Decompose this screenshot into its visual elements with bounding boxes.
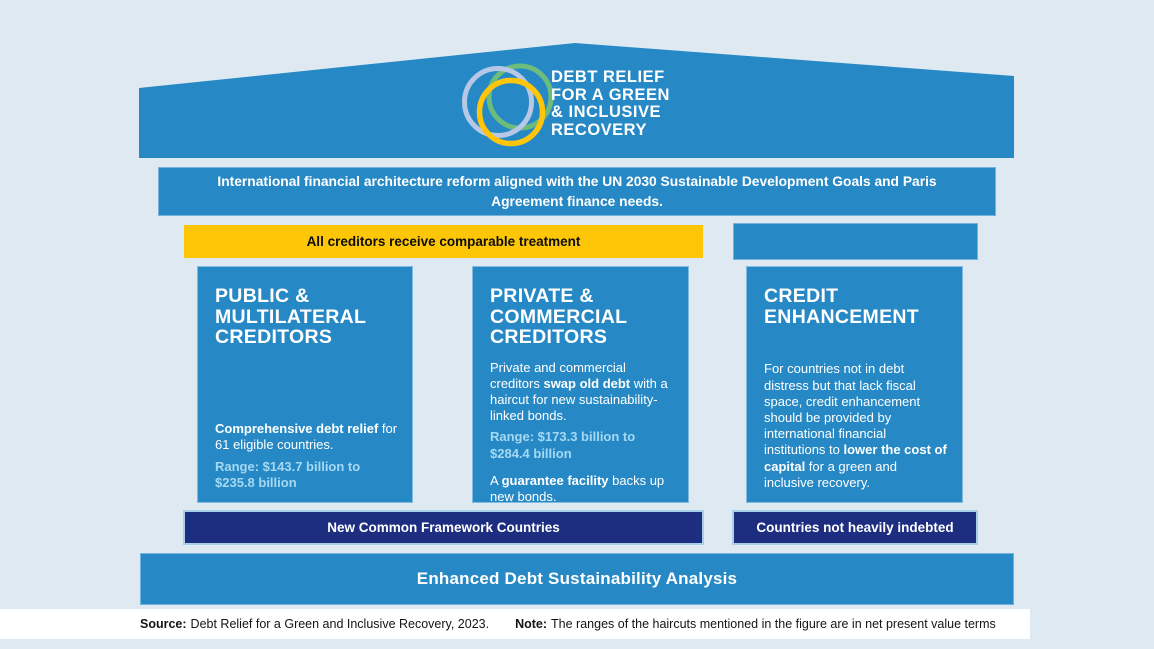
logo-title-line: FOR A GREEN <box>551 85 670 104</box>
body-segment: A <box>490 472 502 488</box>
column-private-commercial-creditors: PRIVATE & COMMERCIAL CREDITORS Private a… <box>472 266 689 541</box>
heading-line: CREDITORS <box>215 326 333 348</box>
body-bold-segment: swap old debt <box>543 375 631 391</box>
range-value: Range: $143.7 billion to $235.8 billion <box>215 458 361 490</box>
roof-pediment <box>139 43 1014 158</box>
column-body-paragraph: Comprehensive debt relief for 61 eligibl… <box>215 421 398 453</box>
source-label: Source: <box>140 617 187 631</box>
column-heading: PUBLIC & MULTILATERAL CREDITORS <box>215 286 398 348</box>
column-heading: CREDIT ENHANCEMENT <box>764 286 948 327</box>
body-bold-segment: Comprehensive debt relief <box>215 421 379 437</box>
note-label: Note: <box>515 617 548 631</box>
reform-banner-text: International financial architecture ref… <box>217 174 937 209</box>
comparable-treatment-label: All creditors receive comparable treatme… <box>306 234 581 249</box>
logo-title: DEBT RELIEF FOR A GREEN & INCLUSIVE RECO… <box>551 68 670 139</box>
column-public-multilateral-creditors: PUBLIC & MULTILATERAL CREDITORS Comprehe… <box>197 266 413 503</box>
not-heavily-indebted-bar: Countries not heavily indebted <box>732 510 978 545</box>
reform-banner: International financial architecture ref… <box>158 167 996 216</box>
body-segment: Private and commercial creditors <box>490 359 626 391</box>
heading-line: CREDIT <box>764 285 839 307</box>
logo-rings-icon <box>462 63 554 147</box>
logo-title-line: RECOVERY <box>551 120 647 139</box>
heading-line: CREDITORS <box>490 326 608 348</box>
body-segment: with a haircut for new sustainability-li… <box>490 375 668 424</box>
column-heading: PRIVATE & COMMERCIAL CREDITORS <box>490 286 674 348</box>
yellow-ring-icon <box>476 77 546 147</box>
column-credit-enhancement: CREDIT ENHANCEMENT For countries not in … <box>746 266 963 503</box>
heading-line: COMMERCIAL <box>490 305 628 328</box>
heading-line: MULTILATERAL <box>215 305 367 328</box>
body-bold-segment: guarantee facility <box>501 472 609 488</box>
footnote-strip: Source: Debt Relief for a Green and Incl… <box>0 609 1030 639</box>
heading-line: ENHANCEMENT <box>764 305 919 328</box>
common-framework-countries-label: New Common Framework Countries <box>327 520 560 535</box>
enhanced-dsa-bar: Enhanced Debt Sustainability Analysis <box>140 553 1014 605</box>
source-text: Debt Relief for a Green and Inclusive Re… <box>190 617 490 631</box>
blue-ring-icon <box>462 66 534 138</box>
column-body-paragraph: Private and commercial creditors swap ol… <box>490 360 674 425</box>
spacer <box>215 348 398 422</box>
body-segment: for a green and inclusive recovery. <box>764 458 897 490</box>
body-segment: for 61 eligible countries. <box>215 421 398 453</box>
common-framework-countries-bar: New Common Framework Countries <box>183 510 704 545</box>
comparable-treatment-bar: All creditors receive comparable treatme… <box>184 225 703 258</box>
empty-blue-bar <box>733 223 978 260</box>
range-value: Range: $173.3 billion to $284.4 billion <box>490 429 636 461</box>
enhanced-dsa-label: Enhanced Debt Sustainability Analysis <box>416 569 738 588</box>
body-bold-segment: lower the cost of capital <box>764 442 947 474</box>
column-body-paragraph: For countries not in debt distress but t… <box>764 361 948 491</box>
logo-title-line: DEBT RELIEF <box>551 68 665 86</box>
body-segment: For countries not in debt distress but t… <box>764 361 921 458</box>
logo-title-line: & INCLUSIVE <box>551 103 662 121</box>
not-heavily-indebted-label: Countries not heavily indebted <box>756 520 954 535</box>
body-segment: backs up new bonds. <box>490 472 665 504</box>
heading-line: PRIVATE & <box>490 285 594 307</box>
column-body-paragraph: A guarantee facility backs up new bonds. <box>490 473 674 505</box>
note-text: The ranges of the haircuts mentioned in … <box>551 617 996 631</box>
heading-line: PUBLIC & <box>215 285 310 307</box>
